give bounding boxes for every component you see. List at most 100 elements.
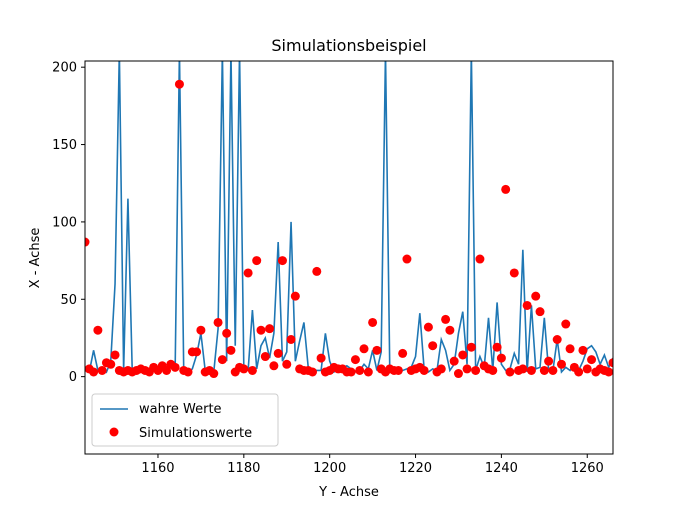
x-tick-label: 1180 <box>227 461 260 476</box>
series-points-simulationswerte <box>85 79 613 379</box>
data-point <box>217 355 227 365</box>
data-point <box>372 345 382 355</box>
y-tick-label: 200 <box>52 61 77 76</box>
data-point <box>582 364 592 374</box>
x-tick-label: 1260 <box>571 461 604 476</box>
data-point <box>496 353 506 363</box>
legend-label-simulationswerte: Simulationswerte <box>139 426 252 441</box>
data-point <box>368 317 378 327</box>
series-line-wahre-werte <box>85 61 613 374</box>
data-point <box>462 364 472 374</box>
data-point <box>106 359 116 369</box>
legend-box <box>91 393 279 447</box>
data-point <box>89 367 99 377</box>
data-point <box>531 291 541 301</box>
data-point <box>355 365 365 375</box>
data-point <box>458 350 468 360</box>
x-axis: 1160 1180 1200 1220 1240 1260 <box>141 454 604 476</box>
data-point <box>505 367 515 377</box>
data-point <box>85 237 90 247</box>
data-point <box>170 362 180 372</box>
data-point <box>247 365 257 375</box>
legend-label-wahre-werte: wahre Werte <box>139 402 222 417</box>
data-point <box>565 344 575 354</box>
data-point <box>192 347 202 357</box>
data-point <box>252 256 262 266</box>
data-point <box>398 348 408 358</box>
plot-area <box>85 61 613 379</box>
data-point <box>518 364 528 374</box>
data-point <box>110 350 120 360</box>
data-point <box>359 344 369 354</box>
data-point <box>277 256 287 266</box>
data-point <box>260 352 270 362</box>
data-point <box>441 314 451 324</box>
x-tick-label: 1240 <box>485 461 518 476</box>
data-point <box>256 325 266 335</box>
data-point <box>578 345 588 355</box>
x-axis-label: Y - Achse <box>318 485 379 500</box>
data-point <box>350 355 360 365</box>
data-point <box>449 356 459 366</box>
data-point <box>509 268 519 278</box>
data-point <box>423 322 433 332</box>
data-point <box>587 355 597 365</box>
y-tick-label: 0 <box>69 370 77 385</box>
data-point <box>239 364 249 374</box>
data-point <box>209 369 219 379</box>
data-point <box>428 341 438 351</box>
data-point <box>282 359 292 369</box>
legend-point-marker <box>109 427 119 437</box>
data-point <box>501 184 511 194</box>
legend: wahre Werte Simulationswerte <box>91 393 279 447</box>
data-point <box>436 364 446 374</box>
data-point <box>183 367 193 377</box>
data-point <box>93 325 103 335</box>
data-point <box>556 359 566 369</box>
data-point <box>544 356 554 366</box>
data-point <box>312 266 322 276</box>
data-point <box>492 342 502 352</box>
data-point <box>243 268 253 278</box>
data-point <box>488 365 498 375</box>
data-point <box>316 353 326 363</box>
data-point <box>290 291 300 301</box>
data-point <box>286 335 296 344</box>
data-point <box>466 342 476 352</box>
data-point <box>453 369 463 379</box>
chart-title: Simulationsbeispiel <box>271 36 426 55</box>
y-axis-label: X - Achse <box>28 228 43 289</box>
data-point <box>552 335 562 344</box>
data-point <box>196 325 206 335</box>
data-point <box>539 365 549 375</box>
data-point <box>526 365 536 375</box>
data-point <box>574 367 584 377</box>
data-point <box>475 254 485 264</box>
data-point <box>604 367 613 377</box>
data-point <box>445 325 455 335</box>
x-tick-label: 1200 <box>313 461 346 476</box>
data-point <box>273 348 283 358</box>
data-point <box>471 365 481 375</box>
data-point <box>393 365 403 375</box>
data-point <box>522 300 532 310</box>
data-point <box>346 367 356 377</box>
data-point <box>213 317 223 327</box>
data-point <box>419 365 429 375</box>
data-point <box>222 328 232 338</box>
data-point <box>269 361 279 371</box>
data-point <box>308 367 318 377</box>
x-tick-label: 1160 <box>141 461 174 476</box>
data-point <box>265 324 275 334</box>
y-tick-label: 100 <box>52 215 77 230</box>
y-tick-label: 50 <box>60 293 77 308</box>
data-point <box>363 367 373 377</box>
data-point <box>561 319 571 329</box>
x-tick-label: 1220 <box>399 461 432 476</box>
data-point <box>174 79 184 89</box>
data-point <box>548 365 558 375</box>
y-axis: 0 50 100 150 200 <box>52 61 85 385</box>
data-point <box>226 345 236 355</box>
